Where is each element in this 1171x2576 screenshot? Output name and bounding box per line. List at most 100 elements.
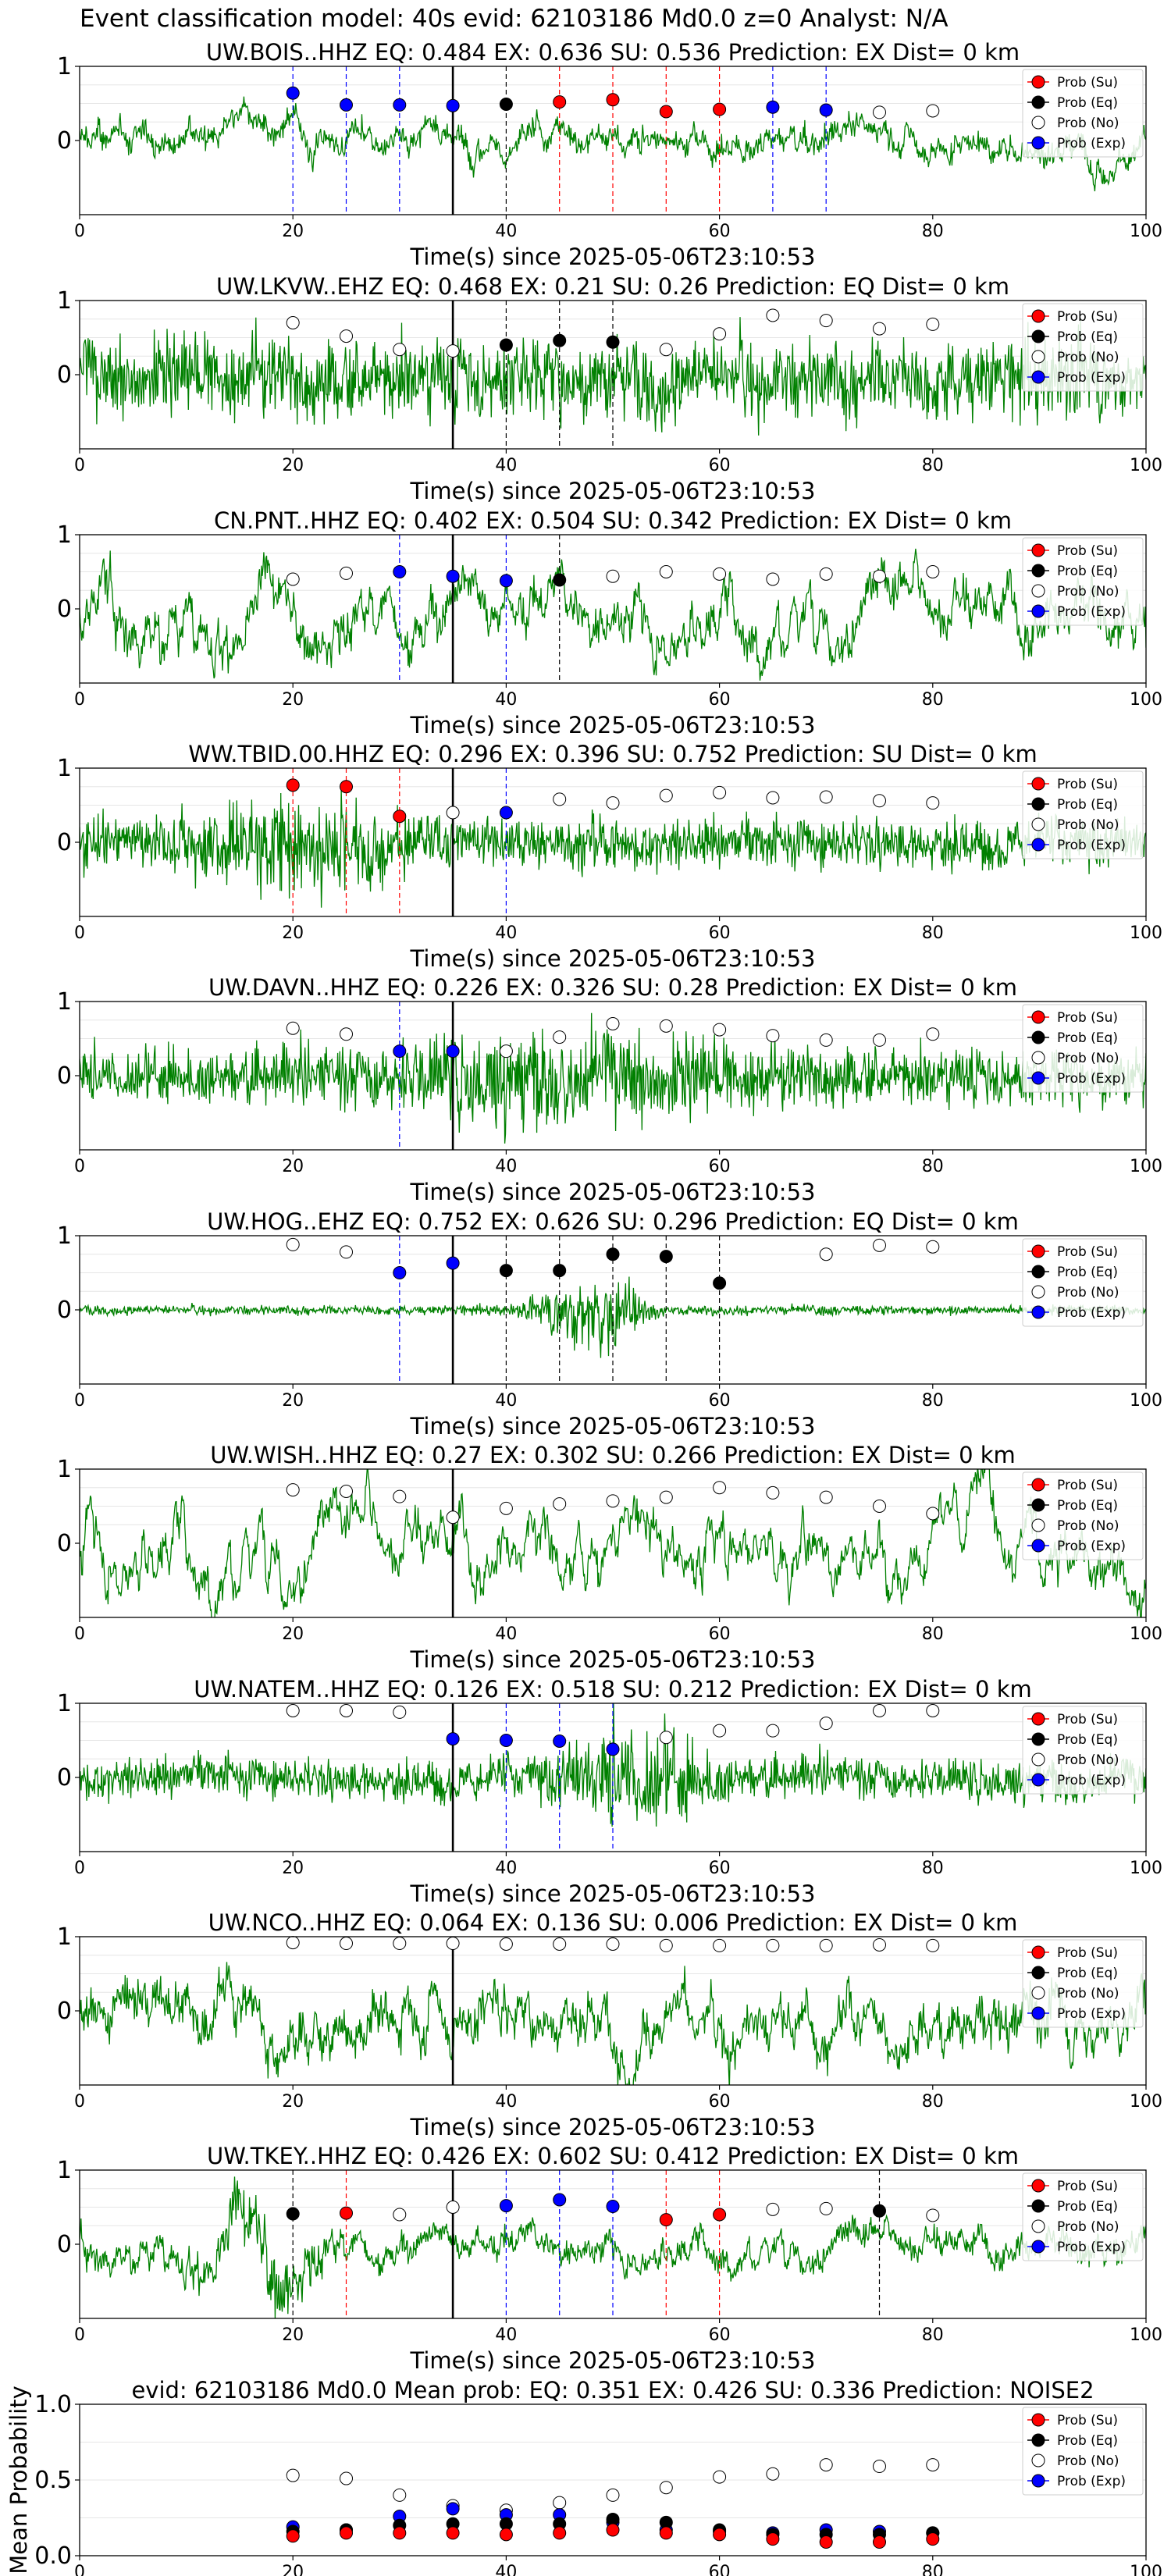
waveform-trace [80, 1012, 1146, 1144]
prob-marker-exp [286, 86, 300, 100]
legend-label: Prob (Exp) [1057, 1539, 1126, 1554]
mean-prob-marker-su [499, 2528, 513, 2542]
prob-marker-exp [393, 1044, 407, 1059]
panel-title: UW.TKEY..HHZ EQ: 0.426 EX: 0.602 SU: 0.4… [207, 2143, 1019, 2169]
prob-marker-no [606, 796, 620, 810]
x-axis-label: Time(s) since 2025-05-06T23:10:53 [410, 1413, 816, 1439]
prob-marker-no [340, 329, 353, 343]
x-axis-label: Time(s) since 2025-05-06T23:10:53 [410, 2347, 816, 2374]
legend-marker-eq [1031, 1966, 1045, 1980]
panel-title: UW.LKVW..EHZ EQ: 0.468 EX: 0.21 SU: 0.26… [216, 273, 1009, 300]
x-tick-label: 80 [922, 690, 944, 710]
mean-prob-marker-su [393, 2526, 407, 2540]
legend-marker-su [1031, 1945, 1045, 1959]
x-tick-label: 60 [709, 2325, 731, 2345]
prob-marker-no [659, 343, 673, 357]
waveform-trace [80, 1469, 1146, 1617]
prob-marker-eq [606, 335, 620, 349]
legend-label: Prob (No) [1057, 116, 1119, 131]
legend-marker-no [1031, 1285, 1045, 1299]
waveform-panel: UW.DAVN..HHZ EQ: 0.226 EX: 0.326 SU: 0.2… [57, 974, 1162, 1205]
waveform-panel: WW.TBID.00.HHZ EQ: 0.296 EX: 0.396 SU: 0… [57, 741, 1162, 972]
x-tick-label: 80 [922, 2092, 944, 2112]
prob-marker-no [713, 327, 727, 341]
prob-marker-no [446, 806, 460, 820]
legend-label: Prob (Su) [1057, 1010, 1118, 1026]
x-tick-label: 80 [922, 1624, 944, 1644]
prob-marker-eq [713, 1276, 727, 1290]
y-tick-label: 0 [57, 829, 72, 856]
x-tick-label: 0 [74, 1859, 85, 1878]
legend-box [1022, 1004, 1144, 1093]
x-tick-label: 20 [282, 690, 304, 710]
prob-marker-no [499, 1937, 513, 1951]
prob-marker-no [286, 1021, 300, 1035]
mean-prob-marker-no [606, 2488, 620, 2502]
legend-marker-exp [1031, 1773, 1045, 1787]
x-tick-label: 60 [709, 1624, 731, 1644]
y-tick-label: 0 [57, 127, 72, 155]
prob-marker-no [286, 1237, 300, 1251]
legend-label: Prob (Eq) [1057, 2199, 1118, 2215]
mean-prob-marker-no [659, 2481, 673, 2495]
legend-label: Prob (Su) [1057, 1478, 1118, 1493]
legend-label: Prob (Exp) [1057, 838, 1126, 853]
prob-marker-exp [446, 1732, 460, 1746]
prob-marker-no [713, 785, 727, 799]
legend-marker-exp [1031, 2474, 1045, 2488]
y-tick-label: 0.5 [34, 2467, 72, 2494]
prob-marker-no [446, 1510, 460, 1525]
prob-marker-su [393, 809, 407, 824]
legend-label: Prob (No) [1057, 1752, 1119, 1768]
panel-title: UW.NATEM..HHZ EQ: 0.126 EX: 0.518 SU: 0.… [194, 1676, 1031, 1703]
prob-marker-su [659, 105, 673, 119]
prob-marker-no [553, 792, 567, 806]
prob-marker-no [553, 1937, 567, 1951]
prob-marker-no [926, 1027, 940, 1041]
prob-marker-no [819, 1033, 833, 1047]
prob-marker-no [873, 105, 886, 119]
prob-marker-no [873, 794, 886, 808]
y-tick-label: 0 [57, 1764, 72, 1791]
x-tick-label: 60 [709, 1391, 731, 1411]
prob-marker-eq [499, 1264, 513, 1278]
legend-marker-su [1031, 543, 1045, 557]
legend-marker-no [1031, 2453, 1045, 2467]
mean-prob-marker-su [659, 2526, 673, 2540]
mean-prob-marker-su [766, 2532, 780, 2546]
waveform-panel: UW.BOIS..HHZ EQ: 0.484 EX: 0.636 SU: 0.5… [57, 39, 1162, 270]
legend-marker-eq [1031, 1265, 1045, 1279]
prob-marker-no [393, 1937, 407, 1951]
x-tick-label: 80 [922, 222, 944, 241]
prob-marker-exp [499, 806, 513, 820]
prob-marker-no [659, 1731, 673, 1745]
mean-prob-marker-no [393, 2488, 407, 2502]
legend-label: Prob (No) [1057, 2219, 1119, 2235]
x-tick-label: 100 [1130, 1391, 1162, 1411]
legend-marker-eq [1031, 329, 1045, 343]
x-axis-label: Time(s) since 2025-05-06T23:10:53 [410, 1880, 816, 1907]
y-tick-label: 0 [57, 361, 72, 389]
x-tick-label: 80 [922, 456, 944, 475]
panel-title: UW.WISH..HHZ EQ: 0.27 EX: 0.302 SU: 0.26… [210, 1442, 1016, 1468]
prob-marker-no [713, 1724, 727, 1738]
legend-label: Prob (Su) [1057, 75, 1118, 91]
prob-marker-exp [499, 2199, 513, 2213]
x-tick-label: 100 [1130, 2092, 1162, 2112]
panel-title: evid: 62103186 Md0.0 Mean prob: EQ: 0.35… [131, 2377, 1094, 2403]
legend-marker-no [1031, 1051, 1045, 1065]
prob-marker-eq [606, 1247, 620, 1261]
y-tick-label: 1 [57, 521, 72, 549]
x-tick-label: 100 [1130, 923, 1162, 943]
x-tick-label: 80 [922, 1859, 944, 1878]
legend-marker-su [1031, 309, 1045, 323]
prob-marker-exp [553, 2193, 567, 2207]
x-tick-label: 40 [495, 2563, 517, 2576]
legend-label: Prob (No) [1057, 817, 1119, 833]
x-tick-label: 20 [282, 222, 304, 241]
x-tick-label: 0 [74, 2092, 85, 2112]
x-tick-label: 100 [1130, 456, 1162, 475]
axes-frame [79, 1468, 1147, 1618]
x-tick-label: 100 [1130, 1859, 1162, 1878]
